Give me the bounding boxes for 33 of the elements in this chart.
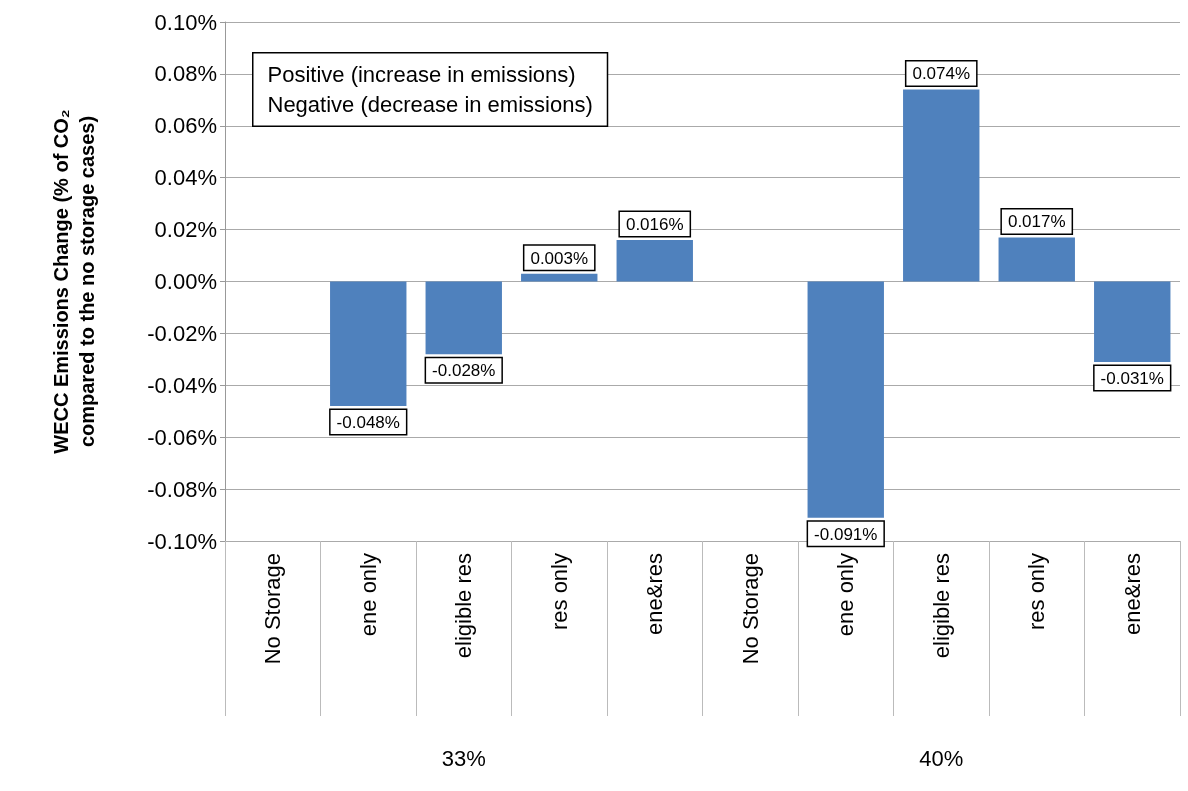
x-tick-label: No Storage	[737, 553, 763, 665]
y-tick-label: 0.10%	[154, 9, 217, 35]
x-tick-label: ene&res	[1119, 553, 1145, 635]
y-tick-label: 0.08%	[154, 61, 217, 87]
y-tick-label: -0.10%	[147, 528, 217, 554]
data-label: -0.091%	[814, 524, 878, 544]
data-label: 0.003%	[530, 248, 589, 268]
y-tick-label: -0.06%	[147, 424, 217, 450]
x-tick-label: ene only	[355, 553, 381, 637]
y-axis-title: WECC Emissions Change (% of CO₂ compared to the no storage cases)	[50, 109, 98, 454]
data-label: 0.074%	[912, 64, 971, 84]
text: 33%	[441, 745, 486, 771]
annotation: Positive (increase in emissions) Negative (decrease in emissions)	[267, 62, 593, 117]
y-tick-label: 0.02%	[154, 217, 217, 243]
data-label: -0.031%	[1100, 368, 1164, 388]
text: 40%	[919, 745, 964, 771]
y-tick-label: 0.00%	[154, 269, 217, 294]
data-label: -0.028%	[432, 361, 496, 381]
x-tick-label: eligible res	[451, 553, 477, 659]
data-label: -0.048%	[336, 413, 400, 433]
y-tick-label: 0.06%	[154, 113, 217, 139]
x-tick-label: eligible res	[928, 553, 954, 659]
x-tick-label: res only	[1024, 553, 1050, 631]
y-tick-label: -0.04%	[147, 372, 217, 398]
y-tick-label: 0.04%	[154, 165, 217, 191]
y-tick-label: -0.02%	[147, 320, 217, 346]
x-tick-label: No Storage	[260, 553, 286, 665]
data-label: 0.017%	[1007, 212, 1066, 232]
x-tick-label: ene&res	[642, 553, 668, 635]
y-tick-label: -0.08%	[147, 476, 217, 502]
data-label: 0.016%	[625, 214, 684, 234]
x-tick-label: res only	[546, 553, 572, 631]
x-tick-label: ene only	[833, 553, 859, 637]
